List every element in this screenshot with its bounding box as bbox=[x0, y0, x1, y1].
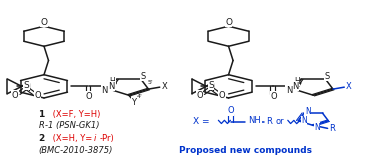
Text: (X=F, Y=H): (X=F, Y=H) bbox=[50, 110, 100, 119]
Text: O: O bbox=[40, 18, 48, 27]
Text: N: N bbox=[293, 82, 299, 91]
Text: Y: Y bbox=[132, 97, 136, 107]
Text: (X=H, Y=: (X=H, Y= bbox=[50, 134, 92, 143]
Text: X =: X = bbox=[193, 117, 209, 126]
Text: H: H bbox=[110, 77, 115, 86]
Text: H: H bbox=[294, 77, 300, 86]
Text: i: i bbox=[94, 134, 96, 143]
Text: -1 (PSN-GK1): -1 (PSN-GK1) bbox=[45, 121, 100, 130]
Text: 4': 4' bbox=[137, 94, 143, 99]
Text: Proposed new compounds: Proposed new compounds bbox=[179, 147, 312, 156]
Text: N: N bbox=[314, 123, 320, 132]
Text: N: N bbox=[286, 86, 292, 95]
Text: O: O bbox=[12, 91, 18, 100]
Text: R: R bbox=[266, 117, 273, 126]
Text: O: O bbox=[219, 91, 225, 100]
Text: O: O bbox=[227, 106, 234, 115]
Text: X: X bbox=[346, 82, 352, 91]
Text: S: S bbox=[140, 72, 146, 81]
Text: O: O bbox=[196, 91, 203, 100]
Text: N: N bbox=[108, 82, 114, 91]
Text: R: R bbox=[329, 124, 335, 133]
Text: (BMC-2010-3875): (BMC-2010-3875) bbox=[38, 146, 113, 155]
Text: O: O bbox=[225, 18, 232, 27]
Text: N: N bbox=[301, 116, 307, 125]
Text: NH: NH bbox=[248, 116, 261, 125]
Text: S: S bbox=[325, 72, 330, 81]
Text: N: N bbox=[101, 86, 108, 95]
Text: O: O bbox=[86, 92, 93, 101]
Text: R: R bbox=[38, 121, 44, 130]
Text: X: X bbox=[161, 82, 167, 91]
Text: -Pr): -Pr) bbox=[99, 134, 114, 143]
Text: O: O bbox=[34, 91, 41, 100]
Text: or: or bbox=[275, 117, 284, 126]
Text: 1: 1 bbox=[38, 110, 45, 119]
Text: 2: 2 bbox=[38, 134, 45, 143]
Text: 5': 5' bbox=[148, 81, 153, 85]
Text: S: S bbox=[208, 81, 214, 90]
Text: S: S bbox=[23, 81, 29, 90]
Text: O: O bbox=[270, 92, 277, 101]
Text: N: N bbox=[305, 107, 311, 116]
